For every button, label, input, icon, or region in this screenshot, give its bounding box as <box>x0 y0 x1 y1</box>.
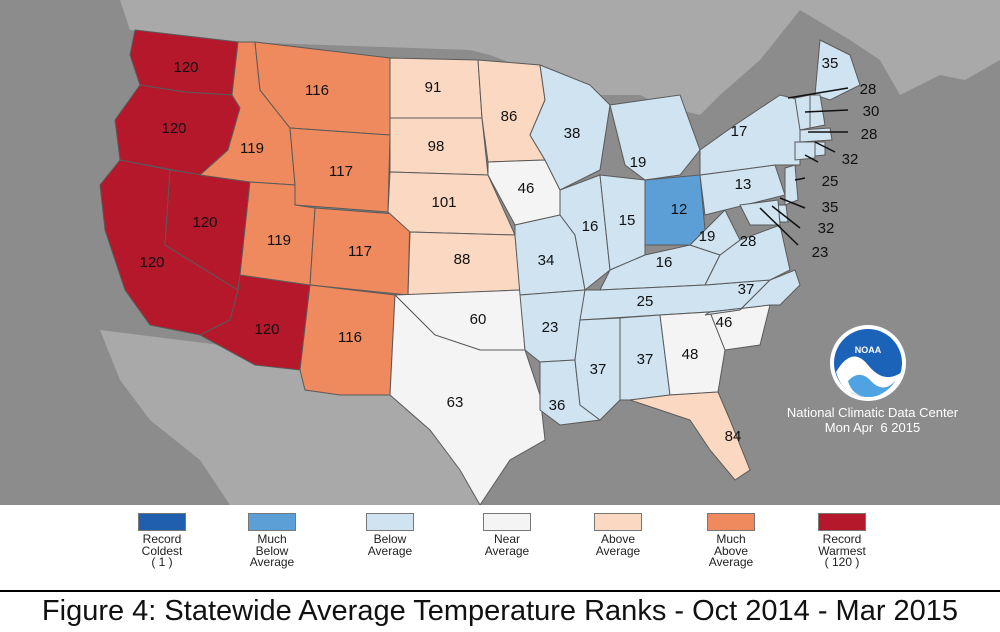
label-MD: 23 <box>812 244 829 261</box>
state-MA <box>799 127 833 143</box>
legend-label: Near Average <box>484 532 530 558</box>
label-WI: 38 <box>564 125 581 142</box>
states <box>99 29 861 505</box>
state-VT <box>794 94 811 131</box>
label-NH: 28 <box>860 81 877 98</box>
label-ND: 91 <box>425 79 442 96</box>
label-KS: 88 <box>454 251 471 268</box>
label-VT: 30 <box>863 103 880 120</box>
label-ID: 119 <box>240 140 264 157</box>
legend-item-much-below: Much Below Average <box>227 513 317 569</box>
legend-label: Record Coldest( 1 ) <box>141 532 183 569</box>
legend-item-much-above: Much Above Average <box>686 513 776 569</box>
label-IN: 15 <box>619 212 636 229</box>
label-WY: 117 <box>329 163 353 180</box>
state-GA <box>659 311 726 396</box>
us-state-map: 120 120 120 120 120 119 116 117 119 117 … <box>99 0 1000 505</box>
state-MI <box>609 94 701 181</box>
label-MN: 86 <box>501 108 518 125</box>
label-OR: 120 <box>161 120 186 137</box>
label-AR: 23 <box>542 319 559 336</box>
state-TX <box>389 293 546 505</box>
legend-swatch <box>483 513 531 531</box>
label-KY: 16 <box>656 254 673 271</box>
label-TN: 25 <box>637 293 654 310</box>
label-NV: 120 <box>192 214 217 231</box>
label-VA: 28 <box>740 233 757 250</box>
label-SD: 98 <box>428 138 445 155</box>
label-AZ: 120 <box>254 321 279 338</box>
label-DE: 32 <box>818 220 835 237</box>
label-SC: 46 <box>716 314 733 331</box>
noaa-logo-text: NOAA <box>855 345 882 355</box>
legend-label: Record Warmest( 120 ) <box>818 532 866 569</box>
state-NC <box>704 269 801 316</box>
label-NC: 37 <box>738 281 755 298</box>
label-CA: 120 <box>139 254 164 271</box>
legend-item-near: Near Average <box>462 513 552 557</box>
legend-swatch <box>818 513 866 531</box>
legend-label: Much Above Average <box>708 532 754 569</box>
state-FL <box>629 391 751 481</box>
legend-item-record-coldest: Record Coldest( 1 ) <box>117 513 207 569</box>
label-MS: 37 <box>590 361 607 378</box>
label-ME: 35 <box>822 55 839 72</box>
ncdc-name: National Climatic Data Center <box>786 405 959 420</box>
label-NY: 17 <box>731 123 748 140</box>
label-NE: 101 <box>431 194 456 211</box>
state-WV <box>689 209 741 256</box>
label-PA: 13 <box>735 176 752 193</box>
label-MA: 28 <box>861 126 878 143</box>
legend-swatch <box>248 513 296 531</box>
legend-label: Much Below Average <box>249 532 295 569</box>
label-WV: 19 <box>699 228 716 245</box>
legend-item-above: Above Average <box>573 513 663 557</box>
legend-swatch <box>594 513 642 531</box>
label-NJ: 35 <box>822 199 839 216</box>
legend-swatch <box>707 513 755 531</box>
state-ME <box>814 39 861 101</box>
state-NJ <box>784 164 799 206</box>
leader-lines <box>759 87 849 246</box>
legend: Record Coldest( 1 ) Much Below Average Belo… <box>0 505 1000 590</box>
ncdc-date: Mon Apr 6 2015 <box>824 420 921 435</box>
label-CT: 25 <box>822 173 839 190</box>
state-WY <box>289 127 391 213</box>
ncdc-label: National Climatic Data Center Mon Apr 6 … <box>775 405 970 435</box>
label-FL: 84 <box>725 428 742 445</box>
label-OK: 60 <box>470 311 487 328</box>
state-CT <box>794 141 816 161</box>
label-AL: 37 <box>637 351 654 368</box>
label-IA: 46 <box>518 180 535 197</box>
map-panel: 120 120 120 120 120 119 116 117 119 117 … <box>0 0 1000 505</box>
label-MO: 34 <box>538 252 555 269</box>
label-MT: 116 <box>305 82 329 99</box>
label-NM: 116 <box>338 329 362 346</box>
legend-item-below: Below Average <box>345 513 435 557</box>
legend-swatch <box>138 513 186 531</box>
label-LA: 36 <box>549 397 566 414</box>
state-labels: 120 120 120 120 120 119 116 117 119 117 … <box>139 55 879 445</box>
legend-label: Above Average <box>595 532 641 558</box>
legend-label: Below Average <box>367 532 413 558</box>
noaa-logo: NOAA <box>830 325 906 401</box>
label-IL: 16 <box>582 218 599 235</box>
label-TX: 63 <box>447 394 464 411</box>
caption-divider <box>0 590 1000 592</box>
label-MI: 19 <box>630 154 647 171</box>
mexico-landmass <box>100 330 480 505</box>
legend-swatch <box>366 513 414 531</box>
legend-item-record-warmest: Record Warmest( 120 ) <box>797 513 887 569</box>
state-NY <box>699 94 801 176</box>
label-GA: 48 <box>682 346 699 363</box>
label-WA: 120 <box>173 59 198 76</box>
label-UT: 119 <box>267 232 291 249</box>
label-CO: 117 <box>348 243 372 260</box>
canada-landmass <box>120 0 1000 115</box>
label-RI: 32 <box>842 151 859 168</box>
label-OH: 12 <box>671 201 688 218</box>
figure-caption: Figure 4: Statewide Average Temperature … <box>41 595 959 627</box>
